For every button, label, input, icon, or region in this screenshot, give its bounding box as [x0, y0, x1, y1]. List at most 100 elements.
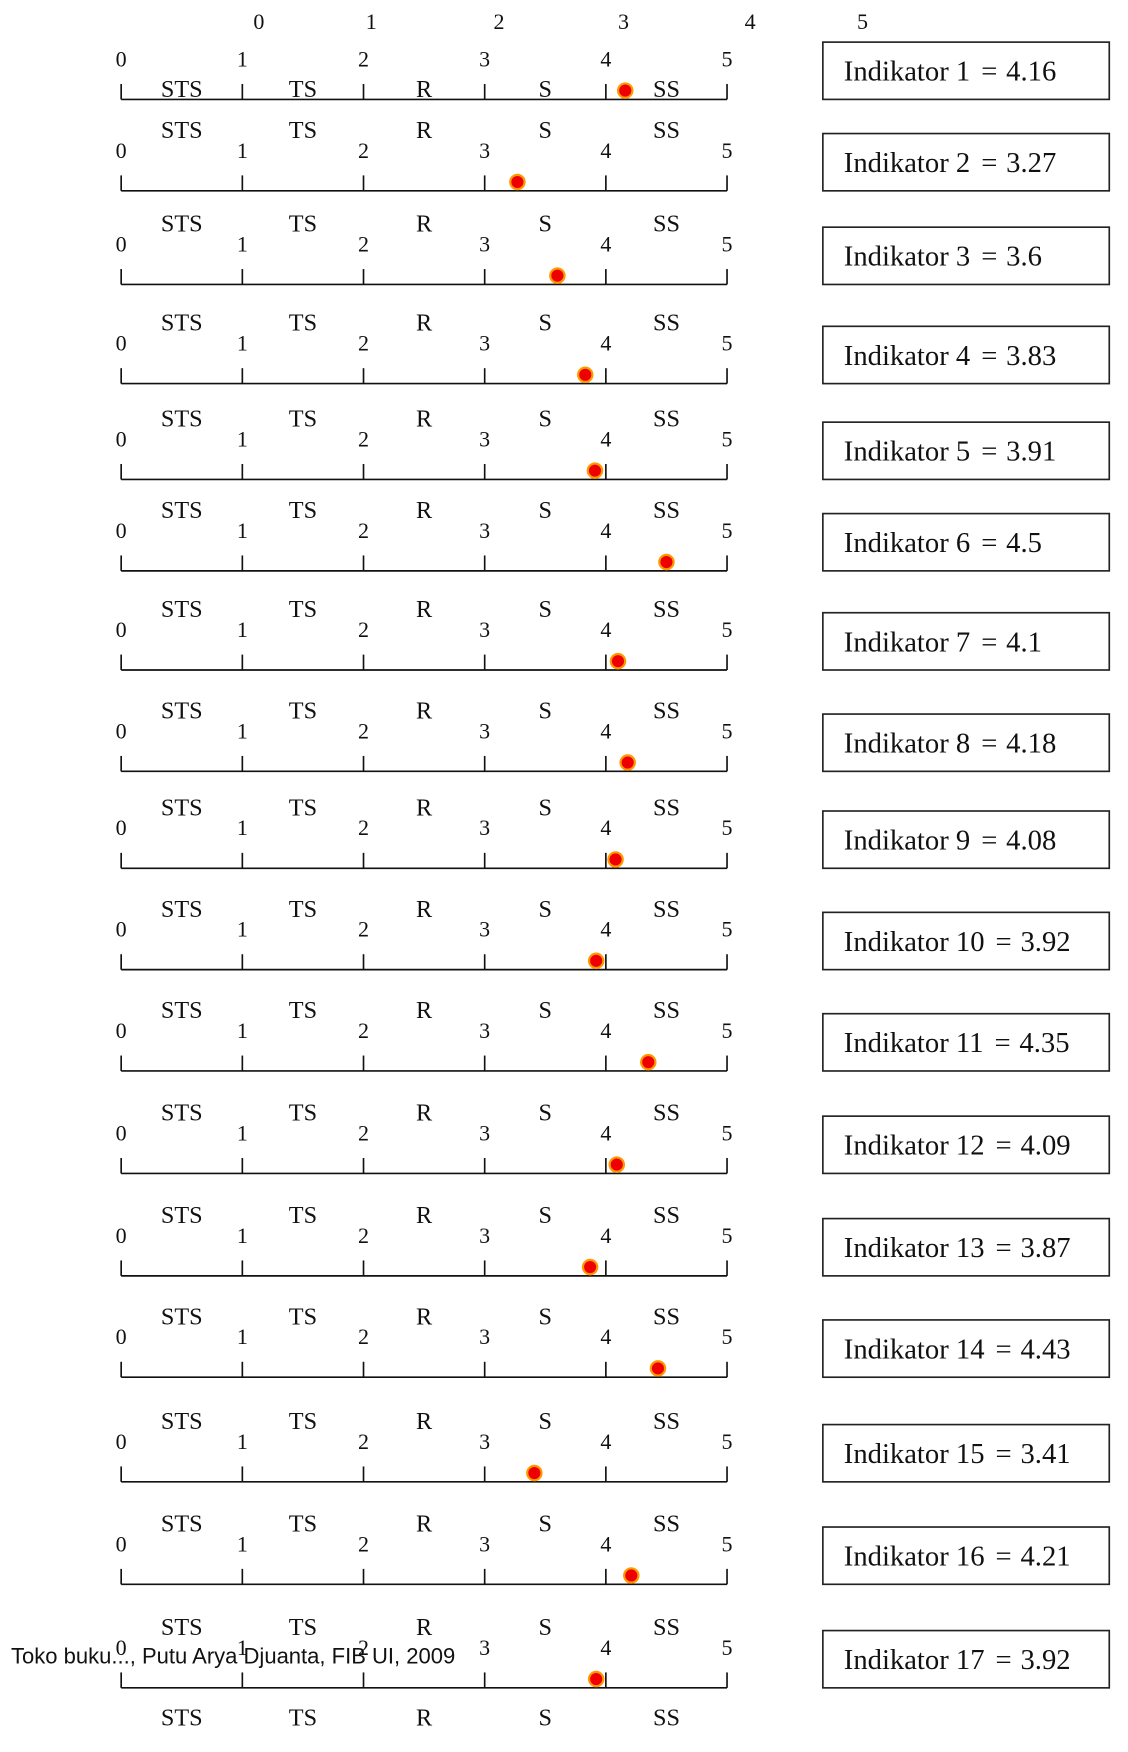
indicator-value: 3.92	[1020, 926, 1070, 958]
tick-label: 4	[600, 1223, 611, 1248]
category-label: STS	[161, 310, 203, 337]
indicator-scale: 012345STSTSRSSSIndikator 5=3.91	[116, 406, 1110, 480]
tick-label: 0	[116, 718, 127, 743]
score-dot	[621, 755, 635, 769]
category-label: SS	[653, 896, 680, 923]
category-label: SS	[653, 497, 680, 524]
category-label: TS	[289, 997, 317, 1024]
indicator-value: 3.87	[1020, 1232, 1070, 1264]
indicator-label: Indikator 13	[844, 1232, 985, 1264]
equals-sign: =	[981, 436, 997, 468]
indicator-label: Indikator 10	[844, 926, 985, 958]
category-label: SS	[653, 1202, 680, 1229]
tick-label: 2	[358, 1324, 369, 1349]
category-label: SS	[653, 1704, 680, 1731]
indicator-text: Indikator 7=4.1	[844, 626, 1042, 658]
category-label: R	[416, 497, 433, 524]
equals-sign: =	[996, 1333, 1012, 1365]
tick-label: 1	[237, 1635, 248, 1660]
tick-label: 1	[237, 718, 248, 743]
category-label: SS	[653, 596, 680, 623]
tick-label: 3	[479, 1223, 490, 1248]
score-dot	[589, 954, 603, 968]
tick-label: 5	[722, 231, 733, 256]
category-label: R	[416, 211, 433, 238]
tick-label: 2	[358, 426, 369, 451]
equals-sign: =	[981, 241, 997, 273]
tick-label: 3	[479, 1531, 490, 1556]
tick-label: 1	[237, 426, 248, 451]
category-label: STS	[161, 211, 203, 238]
tick-label: 4	[600, 231, 611, 256]
tick-label: 4	[600, 917, 611, 942]
category-label: STS	[161, 1100, 203, 1127]
tick-label: 3	[479, 1324, 490, 1349]
indicator-value: 4.35	[1019, 1027, 1069, 1059]
indicator-text: Indikator 1=4.16	[844, 56, 1056, 88]
category-label: SS	[653, 1100, 680, 1127]
indicator-label: Indikator 8	[844, 728, 970, 760]
tick-label: 3	[479, 1429, 490, 1454]
indicator-text: Indikator 9=4.08	[844, 825, 1056, 857]
category-label: R	[416, 76, 433, 103]
category-label: S	[539, 211, 552, 238]
tick-label: 2	[358, 718, 369, 743]
indicator-text: Indikator 8=4.18	[844, 728, 1056, 760]
category-label: S	[539, 1202, 552, 1229]
tick-label: 1	[237, 815, 248, 840]
tick-label: 3	[479, 518, 490, 543]
category-label: R	[416, 596, 433, 623]
category-label: TS	[289, 1510, 317, 1537]
tick-label: 5	[722, 426, 733, 451]
header-number: 4	[745, 9, 756, 34]
indicator-label: Indikator 15	[844, 1438, 985, 1470]
category-label: S	[539, 76, 552, 103]
tick-label: 4	[600, 518, 611, 543]
tick-label: 3	[479, 617, 490, 642]
tick-label: 2	[358, 1120, 369, 1145]
score-dot	[578, 368, 592, 382]
indicator-text: Indikator 16=4.21	[844, 1541, 1071, 1573]
tick-label: 5	[722, 1531, 733, 1556]
tick-label: 5	[722, 718, 733, 743]
category-label: TS	[289, 794, 317, 821]
score-dot	[550, 268, 564, 282]
category-label: S	[539, 117, 552, 144]
category-label: STS	[161, 1614, 203, 1641]
category-label: S	[539, 497, 552, 524]
tick-label: 1	[237, 46, 248, 71]
indicator-value: 3.92	[1020, 1644, 1070, 1676]
category-label: TS	[289, 76, 317, 103]
category-label: R	[416, 1510, 433, 1537]
category-label: R	[416, 117, 433, 144]
equals-sign: =	[996, 1438, 1012, 1470]
category-label: STS	[161, 896, 203, 923]
category-label: R	[416, 310, 433, 337]
tick-label: 1	[237, 1120, 248, 1145]
score-dot	[641, 1055, 655, 1069]
score-dot	[510, 175, 524, 189]
equals-sign: =	[981, 825, 997, 857]
category-label: STS	[161, 406, 203, 433]
tick-label: 0	[116, 231, 127, 256]
category-label: SS	[653, 697, 680, 724]
indicator-scale: 012345STSTSRSSSIndikator 3=3.6	[116, 211, 1110, 285]
category-label: SS	[653, 117, 680, 144]
category-label: SS	[653, 1303, 680, 1330]
category-label: SS	[653, 794, 680, 821]
category-label: TS	[289, 497, 317, 524]
tick-label: 4	[600, 1635, 611, 1660]
tick-label: 0	[116, 917, 127, 942]
tick-label: 3	[479, 331, 490, 356]
indicator-text: Indikator 2=3.27	[844, 147, 1056, 179]
category-label: S	[539, 1408, 552, 1435]
category-label: SS	[653, 211, 680, 238]
tick-label: 0	[116, 1324, 127, 1349]
tick-label: 3	[479, 917, 490, 942]
tick-label: 5	[722, 138, 733, 163]
tick-label: 3	[479, 138, 490, 163]
tick-label: 4	[600, 1531, 611, 1556]
category-label: TS	[289, 310, 317, 337]
category-label: S	[539, 697, 552, 724]
tick-label: 5	[722, 46, 733, 71]
